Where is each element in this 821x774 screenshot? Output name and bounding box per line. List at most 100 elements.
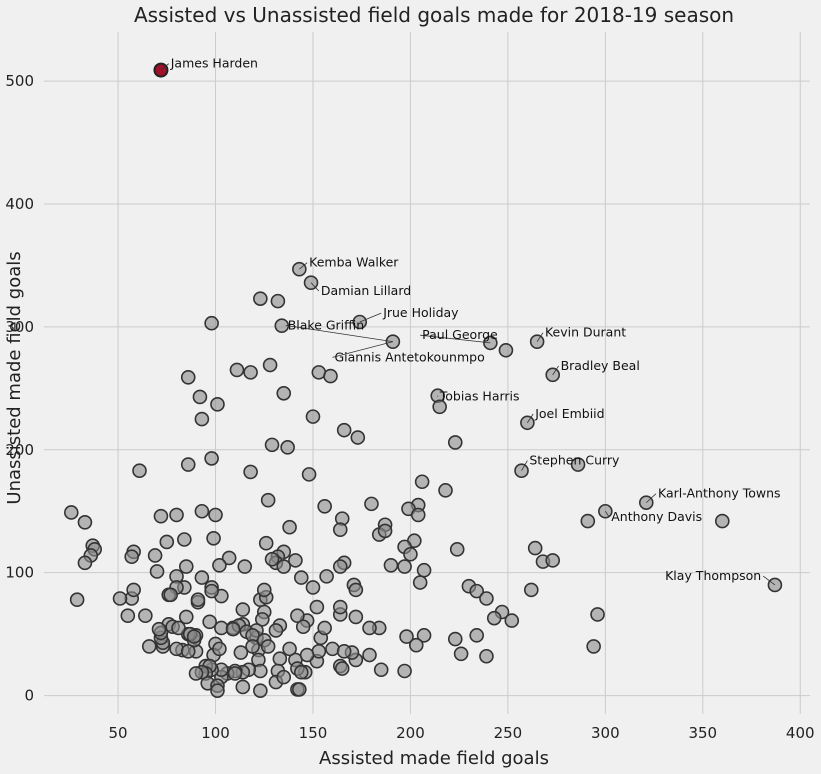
data-point <box>290 608 305 623</box>
data-point <box>416 562 432 578</box>
data-point <box>138 608 153 623</box>
data-point <box>204 315 219 331</box>
data-point <box>412 575 428 590</box>
data-point <box>282 519 297 535</box>
data-point <box>438 483 453 498</box>
data-point <box>180 370 196 385</box>
annotation-label: Karl-Anthony Towns <box>658 486 781 501</box>
data-point <box>309 599 325 615</box>
data-point <box>527 540 543 556</box>
data-point <box>178 609 194 625</box>
data-point <box>235 679 251 695</box>
data-point <box>479 591 494 606</box>
data-point <box>469 628 485 643</box>
annotation-leader-line <box>646 493 657 503</box>
y-axis-label: Unassisted made field goals <box>4 251 25 504</box>
data-point <box>397 663 412 679</box>
data-point <box>180 644 196 659</box>
x-tick-label: 350 <box>688 724 717 742</box>
data-point <box>124 549 140 565</box>
data-point <box>177 532 192 547</box>
y-tick-label: 400 <box>5 195 34 213</box>
data-point <box>194 570 210 585</box>
data-point <box>325 641 340 657</box>
data-point <box>323 368 338 384</box>
annotation-label: Tobias Harris <box>439 389 520 404</box>
data-point <box>449 542 465 557</box>
data-point <box>364 496 379 512</box>
data-point <box>305 580 321 595</box>
data-point <box>288 553 303 568</box>
y-tick-label: 100 <box>5 564 34 582</box>
annotation-label: Bradley Beal <box>561 358 640 373</box>
chart-title: Assisted vs Unassisted field goals made … <box>134 3 734 27</box>
annotation-label: Anthony Davis <box>611 509 702 524</box>
data-point <box>336 644 352 659</box>
data-point <box>453 646 469 662</box>
data-point <box>255 612 270 627</box>
annotation-leader-line <box>527 413 534 423</box>
x-axis-label: Assisted made field goals <box>319 748 549 769</box>
data-point <box>235 602 251 617</box>
data-point <box>204 451 219 466</box>
annotation-label: Klay Thompson <box>665 568 761 583</box>
data-point <box>268 623 284 638</box>
annotation-leader-line <box>552 365 559 376</box>
x-tick-label: 50 <box>109 724 128 742</box>
data-point <box>348 609 364 625</box>
data-point <box>580 513 596 529</box>
data-point <box>408 637 424 653</box>
data-point <box>210 683 225 698</box>
data-point <box>180 457 196 472</box>
data-point <box>350 430 366 445</box>
data-point <box>210 397 225 412</box>
data-point <box>523 582 539 598</box>
data-point <box>120 608 136 623</box>
data-point <box>272 651 288 667</box>
data-point <box>590 607 605 622</box>
data-point <box>276 669 292 685</box>
data-point <box>225 621 241 637</box>
data-point <box>245 639 260 654</box>
data-point <box>229 362 245 378</box>
annotation-leader-line <box>359 312 382 323</box>
annotation-leader-line <box>310 282 320 292</box>
annotation-leader-line <box>605 511 610 518</box>
data-point <box>299 647 315 663</box>
annotation-leader-line <box>420 334 491 344</box>
data-point <box>282 641 297 657</box>
data-point <box>208 507 223 523</box>
data-point <box>253 291 268 306</box>
data-point <box>432 399 447 415</box>
data-point <box>243 464 258 480</box>
annotation-label: Damian Lillard <box>321 283 411 298</box>
data-point <box>194 411 210 427</box>
data-point <box>545 553 561 568</box>
data-point <box>227 666 243 681</box>
data-point <box>293 570 309 585</box>
data-point <box>504 613 520 628</box>
data-point <box>192 389 208 405</box>
x-tick-label: 250 <box>494 724 523 742</box>
data-point <box>163 587 178 603</box>
y-tick-label: 200 <box>5 441 34 459</box>
annotation-label: Paul George <box>422 327 498 342</box>
data-point <box>141 639 157 654</box>
data-point <box>151 621 167 637</box>
data-point <box>295 619 311 635</box>
annotation-leader-line <box>521 460 528 471</box>
data-point <box>383 558 399 573</box>
data-point <box>447 435 463 450</box>
x-tick-label: 100 <box>201 724 230 742</box>
data-point <box>332 522 348 537</box>
data-point <box>171 620 186 636</box>
data-point <box>258 535 274 551</box>
data-point <box>292 682 307 697</box>
data-point <box>112 591 128 606</box>
data-point <box>377 523 393 539</box>
tick-labels: 50 100 150 200 250 300 350 400 0 100 200 300 400 500 <box>5 72 814 742</box>
annotations: James Harden Kemba Walker Damian Lillard Jr… <box>160 56 781 586</box>
x-tick-label: 300 <box>591 724 620 742</box>
data-point <box>334 661 350 676</box>
